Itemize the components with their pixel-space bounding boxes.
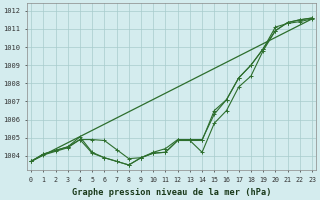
X-axis label: Graphe pression niveau de la mer (hPa): Graphe pression niveau de la mer (hPa) [72, 188, 271, 197]
